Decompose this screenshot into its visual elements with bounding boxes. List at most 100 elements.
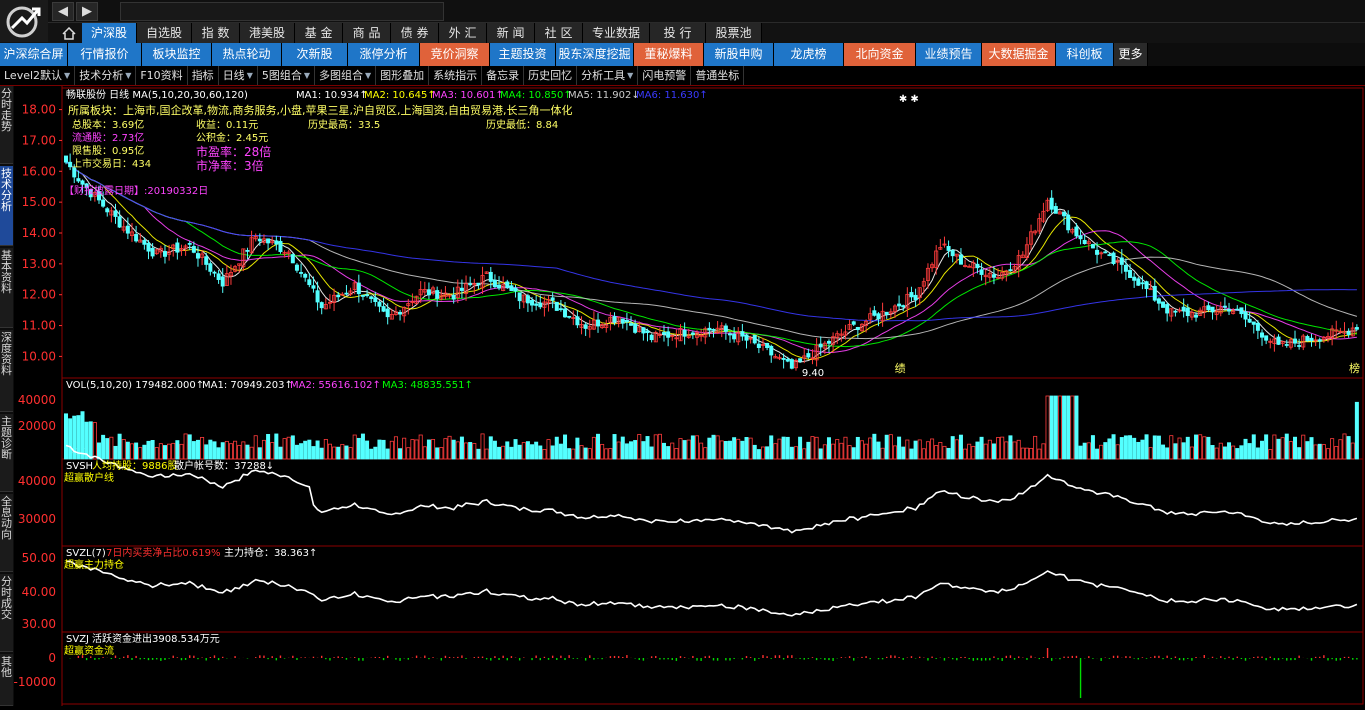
left-tab-3[interactable]: 深度资料 bbox=[0, 330, 13, 412]
volume-bar bbox=[612, 434, 617, 460]
volume-bar bbox=[934, 445, 939, 460]
candle-body bbox=[315, 290, 320, 303]
main-tab-4[interactable]: 基 金 bbox=[295, 23, 344, 43]
candle-body bbox=[938, 247, 943, 250]
main-tab-6[interactable]: 债 券 bbox=[391, 23, 440, 43]
home-icon[interactable] bbox=[58, 23, 80, 43]
dropdown-arrow-icon[interactable]: ▼ bbox=[627, 70, 634, 80]
dropdown-arrow-icon[interactable]: ▼ bbox=[64, 70, 71, 80]
candle-body bbox=[744, 334, 749, 341]
volume-bar bbox=[892, 445, 897, 460]
dropdown-arrow-icon[interactable]: ▼ bbox=[246, 70, 253, 80]
main-tab-8[interactable]: 新 闻 bbox=[487, 23, 536, 43]
sub-tab-3[interactable]: 热点轮动 bbox=[212, 43, 282, 66]
candle-body bbox=[1260, 332, 1265, 338]
candle-body bbox=[261, 238, 266, 243]
volume-bar bbox=[1350, 442, 1355, 460]
candle-body bbox=[1185, 307, 1190, 317]
volume-bar bbox=[1012, 441, 1017, 460]
toolbar-item-5[interactable]: 5图组合 ▼ bbox=[258, 66, 315, 85]
toolbar-item-4[interactable]: 日线 ▼ bbox=[219, 66, 258, 85]
candle-body bbox=[138, 239, 143, 243]
dropdown-arrow-icon[interactable]: ▼ bbox=[125, 70, 132, 80]
volume-bar bbox=[1260, 440, 1265, 460]
candle-body bbox=[1231, 310, 1236, 314]
chart-area[interactable]: 18.00 17.00 16.00 15.00 14.00 13.00 12.00 11.00… bbox=[13, 86, 1365, 706]
sub-tab-10[interactable]: 新股申购 bbox=[704, 43, 774, 66]
left-tab-4[interactable]: 主题诊断 bbox=[0, 414, 13, 492]
candle-body bbox=[942, 243, 947, 246]
main-tab-2[interactable]: 指 数 bbox=[192, 23, 241, 43]
sub-tab-11[interactable]: 龙虎榜 bbox=[774, 43, 844, 66]
back-arrow-icon[interactable]: ◀ bbox=[52, 2, 74, 21]
sub-tab-12[interactable]: 北向资金 bbox=[844, 43, 916, 66]
toolbar-item-10[interactable]: 历史回忆 bbox=[524, 66, 578, 85]
left-tab-6[interactable]: 分时成交 bbox=[0, 574, 13, 652]
main-tab-3[interactable]: 港美股 bbox=[240, 23, 296, 43]
candle-body bbox=[546, 299, 551, 304]
sub-tab-15[interactable]: 科创板 bbox=[1056, 43, 1114, 66]
toolbar-item-2[interactable]: F10资料 bbox=[136, 66, 188, 85]
volume-bar bbox=[1152, 435, 1157, 460]
toolbar-item-9[interactable]: 备忘录 bbox=[482, 66, 525, 85]
volume-bar bbox=[567, 448, 572, 460]
sub-tab-13[interactable]: 业绩预告 bbox=[916, 43, 982, 66]
volume-bar bbox=[1057, 395, 1062, 460]
main-tab-7[interactable]: 外 汇 bbox=[439, 23, 488, 43]
volume-bar bbox=[1119, 437, 1124, 460]
sub-tab-14[interactable]: 大数据掘金 bbox=[982, 43, 1056, 66]
main-tab-10[interactable]: 专业数据 bbox=[583, 23, 651, 43]
sub-tab-5[interactable]: 涨停分析 bbox=[348, 43, 420, 66]
volume-bar bbox=[68, 418, 73, 460]
sub-tab-8[interactable]: 股东深度挖掘 bbox=[556, 43, 634, 66]
left-tab-2[interactable]: 基本资料 bbox=[0, 248, 13, 328]
search-input[interactable] bbox=[120, 2, 444, 21]
main-tab-0[interactable]: 沪深股 bbox=[82, 23, 138, 43]
candle-body bbox=[703, 328, 708, 338]
candle-body bbox=[558, 308, 563, 311]
sub-tab-6[interactable]: 竞价洞察 bbox=[420, 43, 490, 66]
left-tab-7[interactable]: 其他 bbox=[0, 654, 13, 706]
candle-body bbox=[1181, 306, 1186, 312]
left-tab-0[interactable]: 分时走势 bbox=[0, 86, 13, 164]
volume-bar bbox=[1264, 434, 1269, 460]
sub-tab-9[interactable]: 董秘爆料 bbox=[634, 43, 704, 66]
sub-tab-16[interactable]: 更多 bbox=[1114, 43, 1148, 66]
restricted-shares: 限售股：0.95亿 bbox=[72, 144, 144, 157]
candle-body bbox=[1169, 308, 1174, 317]
panel-frame-svsh bbox=[61, 458, 1364, 547]
toolbar-item-8[interactable]: 系统指示 bbox=[429, 66, 483, 85]
toolbar-item-7[interactable]: 图形叠加 bbox=[376, 66, 430, 85]
candle-body bbox=[200, 253, 205, 258]
volume-bar bbox=[740, 440, 745, 460]
sub-tab-4[interactable]: 次新股 bbox=[282, 43, 348, 66]
volume-bar bbox=[1198, 434, 1203, 460]
volume-bar bbox=[1165, 447, 1170, 460]
toolbar-item-3[interactable]: 指标 bbox=[188, 66, 219, 85]
stock-chart-svg[interactable]: 18.00 17.00 16.00 15.00 14.00 13.00 12.00 11.00… bbox=[13, 86, 1365, 706]
sub-tab-7[interactable]: 主题投资 bbox=[490, 43, 556, 66]
main-tab-1[interactable]: 自选股 bbox=[137, 23, 193, 43]
toolbar-item-13[interactable]: 普通坐标 bbox=[691, 66, 745, 85]
dropdown-arrow-icon[interactable]: ▼ bbox=[303, 70, 310, 80]
toolbar-item-6[interactable]: 多图组合 ▼ bbox=[315, 66, 377, 85]
main-tab-12[interactable]: 股票池 bbox=[706, 23, 763, 43]
forward-arrow-icon[interactable]: ▶ bbox=[76, 2, 98, 21]
volume-bar bbox=[1272, 434, 1277, 460]
left-tab-5[interactable]: 全息动向 bbox=[0, 494, 13, 572]
toolbar-item-1[interactable]: 技术分析 ▼ bbox=[75, 66, 137, 85]
sub-tab-1[interactable]: 行情报价 bbox=[68, 43, 142, 66]
toolbar-item-11[interactable]: 分析工具 ▼ bbox=[577, 66, 639, 85]
sub-tab-0[interactable]: 沪深综合屏 bbox=[0, 43, 68, 66]
main-tab-9[interactable]: 社 区 bbox=[535, 23, 584, 43]
main-tab-11[interactable]: 投 行 bbox=[650, 23, 707, 43]
sub-tab-2[interactable]: 板块监控 bbox=[142, 43, 212, 66]
volume-bar bbox=[431, 439, 436, 460]
toolbar-item-12[interactable]: 闪电预警 bbox=[638, 66, 692, 85]
left-tab-1[interactable]: 技术分析 bbox=[0, 166, 13, 246]
toolbar-item-0[interactable]: Level2默认 ▼ bbox=[0, 66, 76, 85]
main-tab-5[interactable]: 商 品 bbox=[343, 23, 392, 43]
candle-body bbox=[600, 324, 605, 329]
volume-bar bbox=[266, 434, 271, 460]
dropdown-arrow-icon[interactable]: ▼ bbox=[365, 70, 372, 80]
